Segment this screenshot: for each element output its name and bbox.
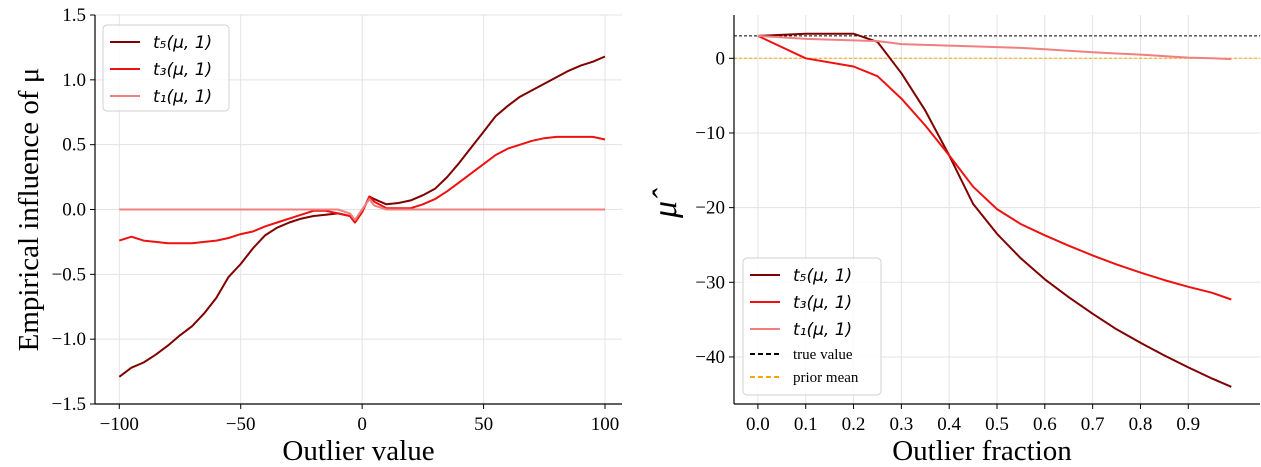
series-line-2 [118,135,606,245]
x-axis-label: Outlier value [282,435,434,467]
legend: t₅(μ, 1) t₃(μ, 1) t₁(μ, 1) true value prior … [742,257,882,396]
y-tick-label: 0 [716,48,726,69]
legend-label: true value [793,347,853,363]
legend-label: t₃(μ, 1) [793,293,852,313]
legend: t₅(μ, 1) t₃(μ, 1) t₁(μ, 1) [102,24,230,112]
y-tick-label: −1.0 [52,329,86,350]
y-tick-label: −40 [695,347,725,368]
y-tick-label: 0.0 [62,200,86,221]
y-tick-label: 0.5 [62,135,86,156]
series-line-3 [119,198,605,221]
x-tick-label: −100 [100,414,139,435]
x-axis-label: Outlier fraction [892,435,1072,467]
legend-label: t₁(μ, 1) [793,320,852,340]
y-axis-label: μ̂ [647,188,684,219]
y-tick-label: 1.0 [62,70,86,91]
x-tick-label: 50 [474,414,493,435]
x-tick-label: −50 [226,414,256,435]
series-line-2 [757,34,1232,301]
legend-label: t₃(μ, 1) [153,60,212,80]
x-tick-label: 0.6 [1033,414,1057,435]
x-tick-label: 0.5 [985,414,1009,435]
chart-1: −100 −50 0 50 100 −1.5 −1.0 −0.5 0.0 0.5 1.0 1.5 Out… [13,5,622,467]
legend-label: t₅(μ, 1) [153,33,212,53]
y-tick-label: −0.5 [52,264,86,285]
y-axis-label: Empirical influence of μ [13,68,45,352]
chart-2: 0.0 0.1 0.2 0.3 0.4 0.5 0.6 0.7 0.8 0.9 0 −10 −20 −30… [647,15,1260,467]
x-tick-label: 0.4 [937,414,961,435]
x-tick-label: 0.7 [1081,414,1105,435]
x-tick-label: 0.2 [842,414,866,435]
x-tick-label: 100 [591,414,620,435]
y-tick-label: −10 [695,123,725,144]
x-tick-label: 0.9 [1176,414,1200,435]
legend-label: t₁(μ, 1) [153,87,212,107]
legend-label: prior mean [793,370,859,386]
legend-frame [102,24,230,112]
y-tick-label: −1.5 [52,394,86,415]
x-tick-label: 0.8 [1129,414,1153,435]
y-tick-label: 1.5 [62,5,86,26]
y-tick-label: −20 [695,198,725,219]
x-tick-label: 0.0 [746,414,770,435]
x-tick-label: 0 [357,414,367,435]
x-tick-label: 0.1 [794,414,818,435]
legend-label: t₅(μ, 1) [793,266,852,286]
x-tick-label: 0.3 [889,414,913,435]
y-tick-label: −30 [695,272,725,293]
series-line-3 [757,34,1232,61]
legend-frame [742,257,882,396]
